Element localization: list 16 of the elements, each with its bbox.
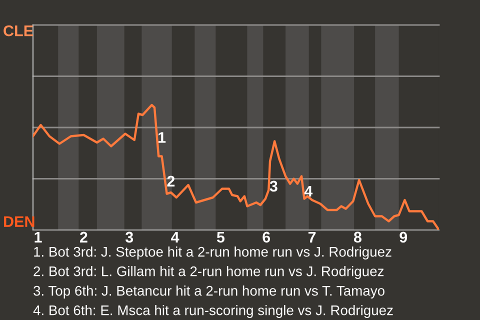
x-tick-label: 3 [125, 232, 134, 243]
annotation: 2 [167, 176, 175, 186]
x-tick-label: 6 [262, 232, 270, 243]
annotation: 1 [158, 132, 166, 143]
text: 4. Bot 6th: E. Msca hit a run-scoring single vs J. Rodriguez [33, 305, 393, 318]
x-tick-label: 7 [308, 232, 316, 242]
x-tick-label: 5 [216, 232, 225, 243]
text: 1. Bot 3rd: J. Steptoe hit a 2-run home run vs J. Rodriguez [34, 246, 392, 260]
x-tick-label: 8 [354, 232, 362, 243]
x-tick-label: 4 [171, 232, 180, 242]
x-tick-label: 1 [34, 232, 42, 242]
annotation: 4 [304, 186, 313, 196]
text: 3. Top 6th: J. Betancur hit a 2-run home run vs T. Tamayo [34, 286, 384, 298]
x-tick-label: 9 [400, 232, 408, 243]
x-tick-label: 2 [80, 232, 88, 242]
text: 2. Bot 3rd: L. Gillam hit a 2-run home run vs J. Rodriguez [34, 266, 384, 279]
